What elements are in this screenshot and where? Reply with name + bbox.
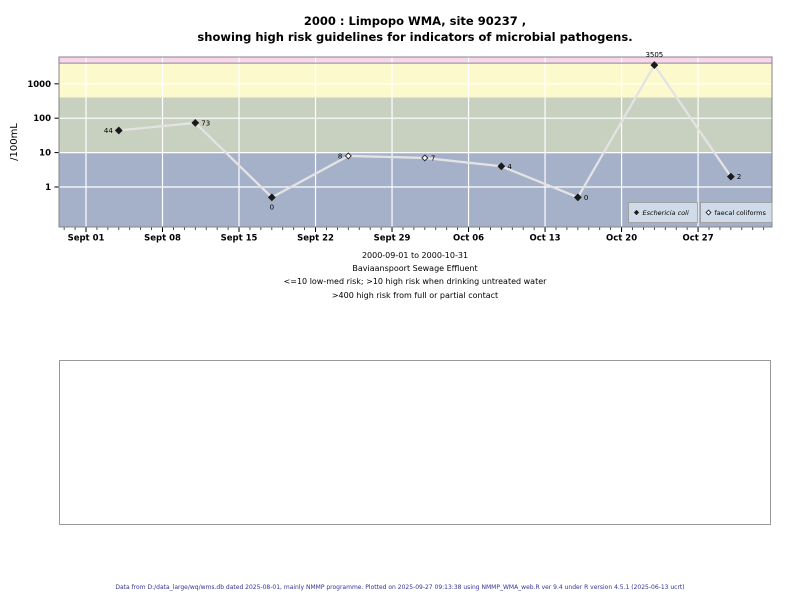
x-tick-label: Sept 15: [221, 234, 258, 244]
chart-title-line2: showing high risk guidelines for indicat…: [197, 30, 633, 44]
data-point-filled-diamond: [191, 118, 200, 127]
point-label: 7: [431, 154, 435, 162]
point-label: 2: [737, 173, 741, 181]
x-tick-label: Oct 06: [453, 234, 484, 244]
caption-guideline-2: >400 high risk from full or partial cont…: [331, 290, 499, 300]
point-label: 0: [584, 194, 588, 202]
chart: Sept 01 Sept 08 Sept 15 Sept 22 Sept 29 Oct 0…: [9, 51, 773, 244]
x-tick-label: Oct 27: [683, 234, 714, 244]
point-label: 0: [270, 203, 274, 211]
data-point-filled-diamond: [726, 172, 735, 181]
caption-guideline-1: <=10 low-med risk; >10 high risk when dr…: [283, 277, 547, 287]
legend-item: faecal coliforms: [700, 202, 773, 223]
legend-label: Eschericia coli: [643, 209, 689, 217]
data-point-filled-diamond: [114, 126, 123, 135]
notes-box: [59, 360, 771, 525]
caption: 2000-09-01 to 2000-10-31 Baviaanspoort S…: [15, 249, 800, 302]
legend-box: [700, 202, 773, 223]
y-tick-label: 1000: [27, 80, 51, 90]
data-point-filled-diamond: [573, 193, 582, 202]
y-tick-label: 10: [39, 149, 51, 159]
point-label: 8: [338, 152, 342, 160]
data-point-filled-diamond: [497, 162, 506, 171]
legend-box: [628, 202, 698, 223]
point-label: 73: [201, 119, 210, 127]
data-point-open-diamond: [344, 152, 352, 160]
risk-band: [59, 57, 772, 64]
x-tick-label: Sept 08: [144, 234, 181, 244]
x-tick-label: Sept 01: [68, 234, 105, 244]
x-tick-label: Oct 13: [529, 234, 560, 244]
point-label: 4: [507, 163, 512, 171]
data-point-filled-diamond: [650, 61, 659, 69]
caption-date-range: 2000-09-01 to 2000-10-31: [361, 251, 469, 260]
caption-site-name: Baviaanspoort Sewage Effluent: [352, 264, 478, 274]
x-tick-label: Oct 20: [606, 234, 637, 244]
x-tick-label: Sept 29: [374, 234, 411, 244]
y-tick-label: 1: [45, 183, 51, 193]
data-point-open-diamond: [421, 154, 429, 162]
y-axis-title: /100mL: [9, 123, 20, 161]
x-tick-label: Sept 22: [297, 234, 334, 244]
open-diamond-icon: [705, 209, 712, 216]
footer-note: Data from D:/data_large/wq/wms.db dated …: [115, 584, 685, 591]
data-point-filled-diamond: [267, 193, 276, 202]
point-label: 44: [104, 127, 113, 135]
legend-label: faecal coliforms: [715, 209, 767, 217]
legend-item: Eschericia coli: [628, 202, 698, 223]
chart-title-line1: 2000 : Limpopo WMA, site 90237 ,: [303, 14, 527, 28]
chart-title: 2000 : Limpopo WMA, site 90237 , showing…: [15, 13, 800, 45]
filled-diamond-icon: [633, 209, 640, 216]
plot-border: [58, 56, 773, 228]
y-tick-label: 100: [33, 114, 51, 124]
point-label: 3505: [645, 51, 663, 59]
